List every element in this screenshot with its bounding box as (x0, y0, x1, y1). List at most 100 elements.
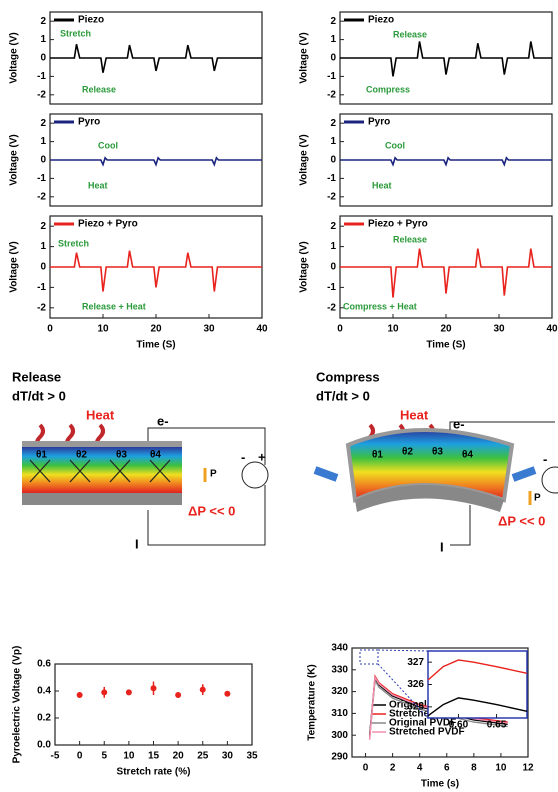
meter (541, 466, 558, 494)
y-tick-label: 0 (330, 262, 336, 273)
theta: θ3 (116, 450, 127, 461)
x-tick-label: 25 (197, 751, 209, 762)
legend-label: Piezo + Pyro (368, 219, 428, 230)
x-tick-label: 30 (222, 751, 234, 762)
x-axis-label: Stretch rate (%) (117, 767, 191, 778)
y-tick-label: -2 (37, 302, 46, 313)
p-label: P (534, 493, 541, 504)
diagram-subtitle: dT/dt > 0 (316, 388, 370, 403)
release-diagram: Release dT/dt > 0 Heat θ1 θ2 θ3 θ4 e- - … (12, 369, 269, 551)
y-tick-label: 320 (331, 686, 348, 697)
x-tick-label: 20 (440, 324, 452, 335)
y-tick-label: 326 (407, 679, 424, 690)
y-tick-label: -1 (327, 173, 336, 184)
y-axis-label: Voltage (V) (9, 32, 20, 83)
annotation: Compress + Heat (343, 301, 417, 311)
plot-frame (351, 647, 529, 758)
legend-label: Pyro (78, 117, 100, 128)
y-tick-label: 0.0 (37, 740, 51, 751)
x-tick-label: 20 (173, 751, 185, 762)
minus: - (241, 449, 245, 464)
current-label: I (440, 539, 444, 554)
y-tick-label: 1 (330, 136, 336, 147)
x-tick-label: 0.60 (449, 720, 469, 731)
y-tick-label: 327 (407, 657, 424, 668)
data-line (50, 156, 262, 167)
p-label: P (210, 469, 217, 480)
x-tick-label: 12 (522, 763, 534, 774)
current-label: I (135, 536, 139, 551)
plus: + (258, 449, 266, 464)
y-tick-label: -2 (327, 89, 336, 100)
y-tick-label: -1 (37, 282, 46, 293)
legend-label: Piezo + Pyro (78, 219, 138, 230)
data-line (340, 156, 552, 167)
x-tick-label: 0 (337, 324, 343, 335)
electron-label: e- (453, 416, 465, 431)
x-tick-label: 5 (101, 751, 107, 762)
x-tick-label: 0 (77, 751, 83, 762)
zoom-box (359, 649, 379, 665)
substrate (22, 493, 182, 505)
electron-label: e- (157, 413, 169, 428)
data-line (50, 250, 262, 292)
x-tick-label: 10 (387, 324, 399, 335)
y-tick-label: 1 (330, 34, 336, 45)
y-tick-label: 2 (40, 221, 46, 232)
x-tick-label: 8 (471, 763, 477, 774)
annotation: Release (393, 29, 427, 39)
annotation: Release (393, 234, 427, 244)
annotation: Release (82, 84, 116, 94)
x-tick-label: 4 (417, 763, 423, 774)
heat-label: Heat (86, 407, 115, 422)
y-axis-label: Voltage (V) (299, 241, 310, 292)
point (101, 689, 108, 696)
y-tick-label: 0.6 (37, 659, 51, 670)
x-tick-label: 35 (246, 751, 258, 762)
y-tick-label: 290 (331, 752, 348, 763)
y-tick-label: 0 (40, 53, 46, 64)
theta: θ3 (432, 447, 443, 458)
legend-label: Piezo (78, 15, 104, 26)
data-line (368, 678, 508, 738)
y-tick-label: 300 (331, 730, 348, 741)
annotation: Release + Heat (82, 301, 146, 311)
minus: - (543, 451, 547, 466)
zoom-lines (377, 649, 429, 719)
electrode (22, 441, 182, 447)
x-tick-label: 6 (444, 763, 450, 774)
legend-label: Piezo (368, 15, 394, 26)
theta: θ1 (36, 450, 47, 461)
x-tick-label: 30 (203, 324, 215, 335)
delta-label: ΔP << 0 (188, 503, 235, 518)
x-tick-label: 15 (148, 751, 160, 762)
x-tick-label: 40 (256, 324, 268, 335)
y-tick-label: 2 (330, 118, 336, 129)
y-tick-label: 340 (331, 643, 348, 654)
y-axis-label: Voltage (V) (9, 241, 20, 292)
legend-label: Pyro (368, 117, 390, 128)
y-axis-label: Voltage (V) (299, 134, 310, 185)
legend-label: Stretched PVDF (389, 727, 465, 738)
x-tick-label: 40 (546, 324, 558, 335)
y-tick-label: 2 (330, 16, 336, 27)
y-tick-label: -1 (37, 173, 46, 184)
point (125, 689, 132, 696)
meter (241, 461, 269, 489)
x-axis-label: Time (s) (421, 779, 459, 790)
annotation: Stretch (60, 28, 91, 38)
y-tick-label: -1 (37, 71, 46, 82)
y-tick-label: -1 (327, 282, 336, 293)
theta: θ2 (402, 447, 413, 458)
y-tick-label: 1 (40, 136, 46, 147)
y-tick-label: 310 (331, 708, 348, 719)
y-tick-label: -2 (327, 302, 336, 313)
data-line (50, 44, 262, 73)
compress-arrows (313, 466, 537, 482)
circuit (147, 427, 266, 546)
point (150, 685, 157, 692)
y-tick-label: 325 (407, 701, 424, 712)
heat-label: Heat (400, 407, 429, 422)
y-tick-label: -2 (327, 191, 336, 202)
y-tick-label: 0.4 (37, 686, 51, 697)
